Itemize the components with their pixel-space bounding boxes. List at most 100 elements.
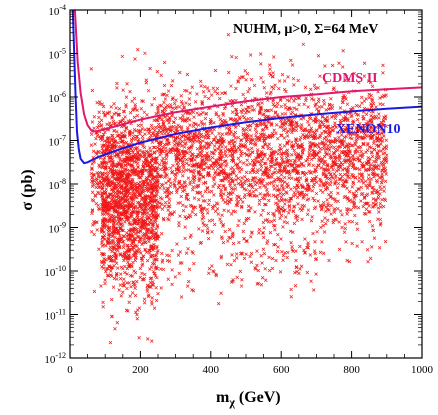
scatter-point [368, 210, 372, 214]
scatter-point [239, 154, 243, 158]
scatter-point [152, 145, 157, 150]
scatter-point [384, 146, 389, 151]
scatter-point [158, 267, 163, 271]
scatter-point [231, 149, 235, 154]
scatter-point [315, 230, 319, 234]
scatter-point [364, 183, 368, 188]
scatter-point [317, 105, 322, 109]
scatter-point [153, 220, 158, 225]
scatter-point [195, 147, 200, 151]
scatter-point [350, 241, 354, 246]
scatter-point [92, 289, 97, 294]
scatter-point [286, 75, 290, 79]
scatter-point [195, 139, 199, 144]
scatter-point [295, 218, 299, 223]
scatter-points [89, 33, 389, 345]
scatter-point [359, 149, 363, 154]
scatter-point [279, 177, 283, 181]
scatter-point [290, 63, 295, 67]
scatter-point [192, 115, 196, 119]
scatter-point [271, 71, 275, 75]
scatter-point [259, 164, 264, 169]
scatter-point [92, 126, 96, 130]
scatter-point [242, 256, 247, 261]
scatter-point [356, 206, 361, 210]
scatter-point [158, 201, 162, 205]
scatter-point [269, 108, 274, 112]
scatter-point [273, 111, 278, 115]
scatter-point [111, 285, 116, 289]
scatter-point [303, 85, 308, 90]
scatter-point [184, 101, 188, 105]
scatter-point [219, 187, 223, 192]
scatter-point [298, 176, 303, 180]
scatter-point [274, 258, 278, 263]
scatter-point [264, 91, 269, 95]
scatter-point [247, 189, 252, 193]
scatter-point [181, 159, 186, 163]
scatter-point [283, 102, 287, 107]
scatter-point [250, 146, 254, 151]
scatter-point [154, 194, 158, 198]
scatter-point [243, 193, 247, 197]
scatter-point [182, 184, 187, 189]
scatter-point [267, 167, 272, 172]
scatter-point [250, 104, 254, 109]
scatter-point [367, 145, 372, 149]
scatter-point [302, 136, 307, 141]
scatter-point [371, 172, 376, 177]
scatter-point [295, 184, 300, 188]
scatter-point [358, 145, 363, 149]
scatter-point [186, 247, 190, 251]
scatter-point [313, 205, 318, 209]
scatter-point [325, 162, 329, 167]
scatter-point [152, 150, 157, 154]
scatter-point [181, 203, 185, 207]
scatter-point [271, 55, 276, 59]
scatter-point [358, 122, 362, 126]
scatter-point [292, 204, 297, 208]
scatter-point [103, 130, 107, 135]
scatter-point [338, 156, 342, 160]
scatter-point [116, 181, 120, 186]
scatter-point [322, 160, 326, 164]
scatter-point [233, 140, 237, 144]
scatter-point [118, 272, 123, 276]
scatter-point [207, 89, 211, 93]
scatter-point [191, 135, 196, 139]
scatter-point [239, 138, 244, 143]
scatter-point [340, 65, 345, 69]
scatter-point [167, 120, 171, 125]
scatter-point [212, 178, 216, 182]
scatter-point [316, 136, 320, 140]
scatter-point [150, 296, 154, 300]
scatter-point [199, 84, 203, 88]
scatter-point [112, 241, 117, 246]
scatter-point [320, 115, 325, 119]
scatter-point [148, 66, 152, 71]
scatter-point [258, 192, 263, 196]
scatter-point [289, 287, 293, 292]
scatter-point [274, 194, 278, 199]
scatter-point [127, 281, 131, 285]
scatter-point [300, 203, 304, 208]
scatter-point [318, 183, 322, 188]
scatter-point [377, 154, 381, 159]
scatter-point [173, 116, 178, 121]
scatter-point [133, 293, 138, 298]
scatter-point [154, 156, 159, 160]
scatter-point [195, 92, 199, 96]
scatter-point [378, 217, 383, 222]
scatter-point [337, 247, 342, 252]
scatter-point [121, 266, 125, 271]
scatter-point [219, 155, 224, 159]
scatter-point [300, 184, 305, 188]
scatter-point [227, 179, 231, 183]
scatter-point [324, 108, 328, 112]
scatter-point [175, 136, 180, 140]
scatter-point [321, 122, 326, 127]
scatter-point [224, 154, 228, 158]
x-tick-label: 600 [273, 364, 290, 376]
scatter-point [255, 249, 259, 253]
scatter-point [262, 193, 266, 198]
